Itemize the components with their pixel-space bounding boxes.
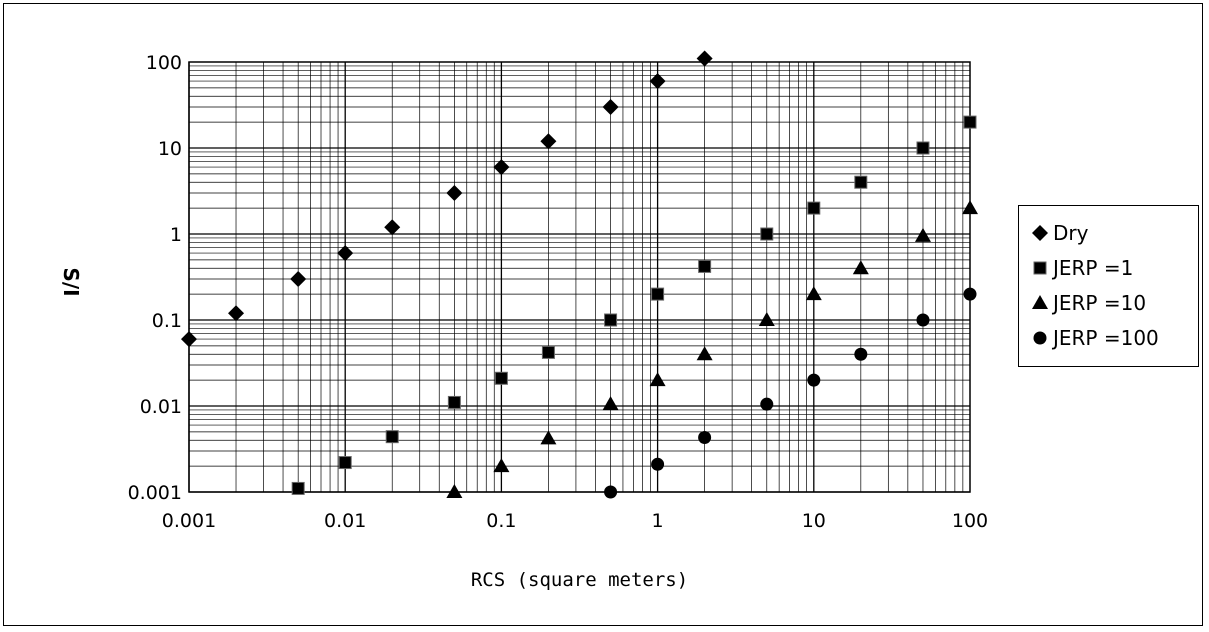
legend-label: JERP =1 — [1053, 255, 1134, 280]
data-point — [602, 396, 619, 411]
y-tick-label: 100 — [146, 52, 182, 74]
legend-label: JERP =100 — [1053, 325, 1159, 350]
legend-marker — [1032, 224, 1048, 241]
data-point — [493, 159, 510, 176]
data-point — [916, 313, 930, 327]
x-tick-label: 100 — [952, 510, 988, 532]
y-tick-label: 1 — [170, 224, 182, 246]
data-point — [916, 141, 930, 155]
data-point — [541, 345, 555, 359]
data-point — [228, 305, 245, 322]
chart-frame: 0.001 0.01 0.1 1 10 100 0.001 0.01 0.1 1 10 100 RC… — [3, 3, 1203, 626]
data-point — [807, 201, 821, 215]
x-tick-labels: 0.001 0.01 0.1 1 10 100 — [162, 510, 988, 532]
data-point — [604, 313, 618, 327]
y-tick-labels: 0.001 0.01 0.1 1 10 100 — [128, 52, 182, 504]
square-marker-icon — [1033, 261, 1047, 274]
data-point — [602, 98, 619, 115]
data-point — [447, 395, 461, 409]
y-tick-label: 0.001 — [128, 482, 182, 504]
data-point — [698, 431, 712, 445]
x-tick-label: 0.01 — [324, 510, 366, 532]
y-tick-label: 10 — [158, 138, 182, 160]
x-tick-label: 0.1 — [486, 510, 516, 532]
data-point — [914, 227, 931, 242]
data-point — [651, 457, 665, 471]
data-point — [698, 259, 712, 273]
data-point — [446, 484, 463, 498]
circle-marker-icon — [1033, 331, 1047, 344]
data-point — [852, 260, 869, 275]
data-point — [696, 50, 713, 67]
data-point — [290, 270, 307, 287]
data-point — [384, 219, 401, 236]
diamond-marker-icon — [1032, 224, 1048, 241]
triangle-marker-icon — [1032, 294, 1048, 309]
x-tick-label: 0.001 — [162, 510, 216, 532]
legend-label: Dry — [1053, 220, 1089, 245]
series-circle — [604, 287, 977, 499]
legend-item: JERP =100 — [1031, 320, 1198, 355]
data-point — [494, 371, 508, 385]
plot-area — [188, 61, 971, 493]
data-point — [760, 227, 774, 241]
data-point — [805, 286, 822, 301]
data-point — [963, 115, 977, 129]
data-point — [385, 430, 399, 444]
data-point — [760, 397, 774, 411]
data-point — [854, 175, 868, 189]
legend-label: JERP =10 — [1053, 290, 1147, 315]
legend-marker — [1032, 294, 1048, 309]
data-point — [337, 245, 354, 262]
data-point — [338, 456, 352, 470]
x-tick-label: 10 — [802, 510, 826, 532]
series-diamond — [181, 50, 713, 348]
scatter-chart: 0.001 0.01 0.1 1 10 100 0.001 0.01 0.1 1 10 100 RC… — [59, 50, 988, 591]
legend-item: JERP =1 — [1031, 250, 1198, 285]
data-point — [758, 312, 775, 326]
data-point — [493, 458, 510, 473]
data-point — [696, 346, 713, 361]
data-point — [651, 287, 665, 301]
data-point — [604, 485, 618, 499]
data-point — [181, 331, 197, 348]
data-point — [807, 373, 821, 387]
legend: Dry JERP =1 JERP =10 JERP =100 — [1018, 205, 1199, 367]
data-point — [649, 73, 666, 90]
data-points — [181, 50, 978, 499]
series-square — [291, 115, 977, 495]
data-point — [540, 430, 557, 445]
series-triangle — [446, 200, 978, 498]
y-tick-label: 0.1 — [152, 310, 182, 332]
x-tick-label: 1 — [652, 510, 664, 532]
data-point — [540, 133, 557, 150]
y-tick-label: 0.01 — [140, 396, 182, 418]
x-axis-label: RCS (square meters) — [471, 569, 688, 591]
legend-item: Dry — [1031, 215, 1198, 250]
data-point — [446, 184, 463, 201]
legend-marker — [1033, 261, 1047, 274]
data-point — [649, 372, 666, 387]
y-axis-label: S/I — [59, 267, 83, 296]
data-point — [962, 200, 978, 215]
legend-item: JERP =10 — [1031, 285, 1198, 320]
legend-marker — [1033, 331, 1047, 344]
data-point — [854, 347, 868, 361]
data-point — [963, 287, 977, 301]
plot-grid — [188, 62, 970, 493]
data-point — [291, 481, 305, 495]
